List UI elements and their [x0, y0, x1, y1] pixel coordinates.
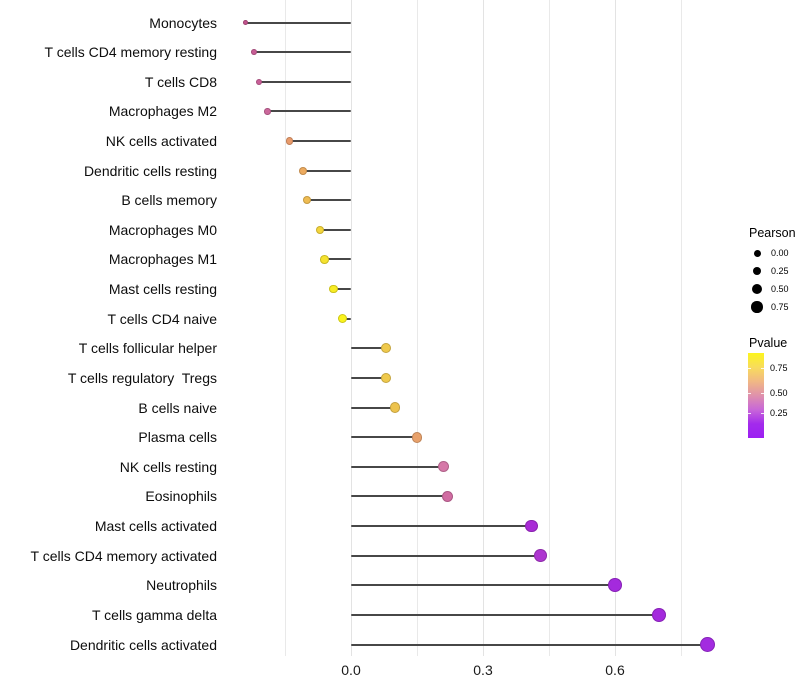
size-legend-label: 0.50 [771, 284, 789, 294]
lollipop-dot [328, 284, 338, 294]
color-legend-tick [761, 393, 764, 394]
lollipop-stem [351, 584, 615, 587]
lollipop-stem [351, 406, 395, 409]
lollipop-stem [289, 139, 351, 142]
lollipop-stem [351, 376, 387, 379]
lollipop-dot [525, 519, 538, 533]
y-axis-label: Eosinophils [145, 488, 217, 505]
lollipop-dot [315, 225, 325, 235]
color-legend-title: Pvalue [749, 336, 788, 350]
y-axis-label: NK cells resting [119, 458, 217, 475]
minor-gridline [417, 0, 418, 656]
y-axis-label: Macrophages M0 [108, 221, 217, 238]
lollipop-dot [255, 78, 262, 85]
size-legend-label: 0.25 [771, 266, 789, 276]
color-legend-tick-label: 0.50 [770, 388, 788, 398]
lollipop-dot [320, 255, 329, 264]
size-legend-dot [752, 266, 762, 276]
color-legend-tick [748, 368, 751, 369]
color-legend-tick-label: 0.75 [770, 363, 788, 373]
y-axis-label: Dendritic cells activated [69, 636, 217, 653]
lollipop-stem [351, 347, 387, 350]
y-axis-label: NK cells activated [105, 132, 217, 149]
color-legend-tick [748, 413, 751, 414]
pvalue-gradient-bar [748, 353, 764, 438]
minor-gridline [549, 0, 550, 656]
major-gridline [351, 0, 352, 656]
lollipop-stem [320, 228, 351, 231]
lollipop-stem [351, 465, 444, 468]
plot-panel [222, 0, 732, 656]
lollipop-stem [351, 495, 448, 498]
lollipop-dot [298, 166, 307, 175]
lollipop-stem [258, 80, 351, 83]
x-axis-tick-label: 0.6 [605, 662, 625, 678]
y-axis-label: T cells follicular helper [78, 340, 217, 357]
size-legend-title: Pearson [749, 226, 796, 240]
major-gridline [483, 0, 484, 656]
size-legend-dot [752, 284, 762, 294]
lollipop-stem [302, 169, 351, 172]
lollipop-stem [307, 199, 351, 202]
color-legend-tick-label: 0.25 [770, 408, 788, 418]
y-axis-label: Dendritic cells resting [83, 162, 217, 179]
lollipop-stem [351, 554, 541, 557]
y-axis-label: B cells memory [121, 192, 217, 209]
lollipop-stem [267, 110, 351, 113]
lollipop-stem [351, 436, 417, 439]
y-axis-label: T cells CD8 [144, 73, 217, 90]
y-axis-label: Neutrophils [146, 577, 217, 594]
y-axis-label: T cells regulatory Tregs [67, 369, 217, 386]
minor-gridline [681, 0, 682, 656]
y-axis-label: Mast cells resting [108, 281, 217, 298]
y-axis-label: T cells gamma delta [91, 606, 217, 623]
y-axis-label: Macrophages M1 [108, 251, 217, 268]
y-axis-label: Macrophages M2 [108, 103, 217, 120]
lollipop-dot [264, 108, 271, 115]
lollipop-dot [608, 578, 622, 593]
lollipop-dot [285, 137, 294, 145]
lollipop-stem [333, 288, 351, 291]
y-axis-label: Monocytes [149, 14, 217, 31]
minor-gridline [285, 0, 286, 656]
size-legend-label: 0.75 [771, 302, 789, 312]
lollipop-stem [351, 643, 708, 646]
lollipop-stem [351, 525, 532, 528]
y-axis-label: T cells CD4 memory resting [44, 44, 217, 61]
y-axis-label: T cells CD4 memory activated [30, 547, 217, 564]
color-legend-tick [761, 413, 764, 414]
size-legend-label: 0.00 [771, 248, 789, 258]
lollipop-stem [245, 21, 351, 24]
lollipop-stem [351, 613, 659, 616]
lollipop-dot [411, 431, 423, 443]
lollipop-dot [337, 314, 347, 324]
lollipop-dot [381, 343, 392, 354]
lollipop-dot [389, 402, 401, 413]
color-legend-tick [761, 368, 764, 369]
x-axis-tick-label: 0.3 [473, 662, 493, 678]
x-axis-tick-label: 0.0 [341, 662, 361, 678]
size-legend-dot [751, 301, 763, 313]
lollipop-dot [381, 372, 392, 383]
lollipop-dot [243, 20, 248, 25]
lollipop-dot [251, 49, 258, 55]
lollipop-dot [442, 490, 454, 503]
lollipop-dot [651, 607, 667, 623]
y-axis-label: Mast cells activated [94, 518, 217, 535]
lollipop-dot [302, 196, 312, 205]
lollipop-dot [699, 637, 715, 652]
y-axis-label: B cells naive [138, 399, 217, 416]
major-gridline [615, 0, 616, 656]
size-legend-dot [753, 249, 761, 257]
color-legend-tick [748, 393, 751, 394]
lollipop-dot [437, 461, 449, 473]
lollipop-dot [533, 549, 547, 563]
y-axis-label: Plasma cells [138, 429, 217, 446]
lollipop-stem [254, 51, 351, 54]
y-axis-label: T cells CD4 naive [107, 310, 217, 327]
lollipop-stem [324, 258, 351, 261]
